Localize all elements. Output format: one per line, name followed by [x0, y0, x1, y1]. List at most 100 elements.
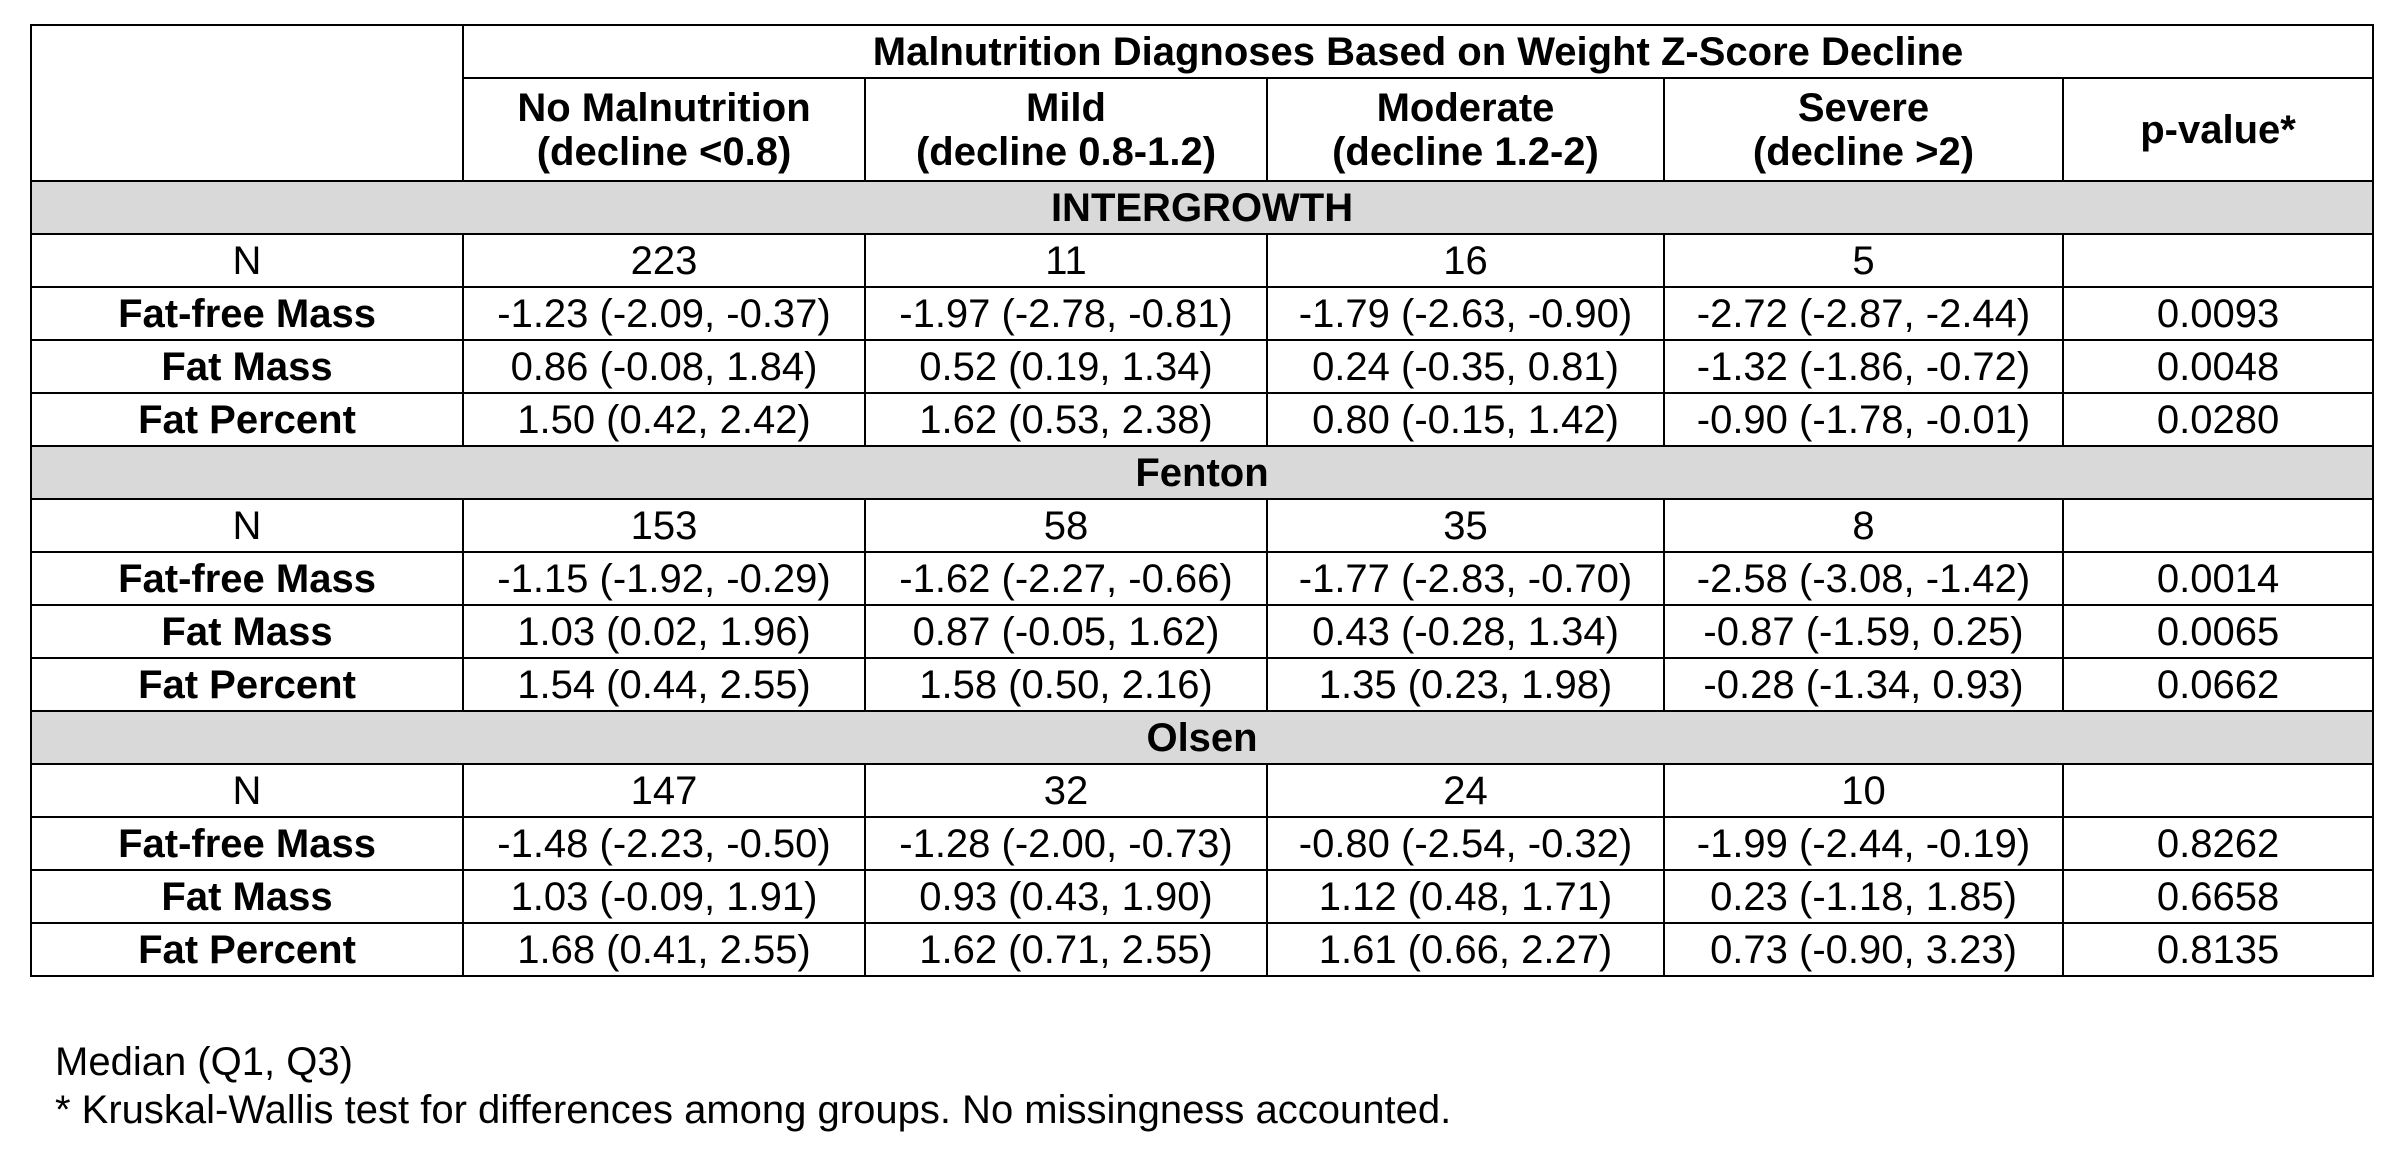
table-row: N 223 11 16 5: [30, 233, 2375, 288]
table-cell: 1.03 (-0.09, 1.91): [462, 869, 866, 924]
table-cell: 1.62 (0.53, 2.38): [864, 392, 1268, 447]
section-header: Fenton: [29, 445, 2375, 500]
table-cell: 1.12 (0.48, 1.71): [1266, 869, 1665, 924]
p-value-cell: 0.8135: [2061, 922, 2375, 977]
table-row: Fat Mass 0.86 (-0.08, 1.84) 0.52 (0.19, 1.…: [30, 339, 2375, 394]
table-row: Fat-free Mass -1.48 (-2.23, -0.50) -1.28 (…: [30, 816, 2375, 871]
section-header: Olsen: [29, 710, 2375, 765]
table-cell: 0.24 (-0.35, 0.81): [1266, 339, 1665, 394]
table-row: Fat-free Mass -1.23 (-2.09, -0.37) -1.97 (…: [30, 286, 2375, 341]
table-cell: 35: [1266, 498, 1665, 553]
table-cell: -2.72 (-2.87, -2.44): [1663, 286, 2064, 341]
row-label: Fat Percent: [30, 922, 464, 977]
section-row-olsen: Olsen: [29, 710, 2375, 765]
p-value-cell: 0.0048: [2061, 339, 2375, 394]
table-cell: 0.23 (-1.18, 1.85): [1663, 869, 2064, 924]
table-cell: 24: [1266, 763, 1665, 818]
table-cell: -1.48 (-2.23, -0.50): [462, 816, 866, 871]
table-cell: -1.23 (-2.09, -0.37): [462, 286, 866, 341]
header-row-columns: No Malnutrition (decline <0.8) Mild (dec…: [31, 77, 2375, 182]
table-cell: 5: [1663, 233, 2064, 288]
table-cell: 1.62 (0.71, 2.55): [864, 922, 1268, 977]
table-cell: -0.90 (-1.78, -0.01): [1663, 392, 2064, 447]
row-label: Fat-free Mass: [30, 551, 464, 606]
row-label: Fat Percent: [30, 657, 464, 712]
table-cell: -1.62 (-2.27, -0.66): [864, 551, 1268, 606]
column-header-no-malnutrition: No Malnutrition (decline <0.8): [462, 77, 866, 182]
column-header-severe: Severe (decline >2): [1663, 77, 2064, 182]
p-value-cell: 0.8262: [2061, 816, 2375, 871]
results-table: Malnutrition Diagnoses Based on Weight Z…: [29, 24, 2375, 977]
section-row-intergrowth: INTERGROWTH: [29, 180, 2375, 235]
table-cell: 1.61 (0.66, 2.27): [1266, 922, 1665, 977]
table-cell: 0.80 (-0.15, 1.42): [1266, 392, 1665, 447]
table-cell: 0.52 (0.19, 1.34): [864, 339, 1268, 394]
column-header-line2: (decline 1.2-2): [1332, 129, 1599, 174]
table-cell: 1.03 (0.02, 1.96): [462, 604, 866, 659]
table-cell: 1.58 (0.50, 2.16): [864, 657, 1268, 712]
table-row: Fat Percent 1.68 (0.41, 2.55) 1.62 (0.71, …: [30, 922, 2375, 977]
row-label: Fat Percent: [30, 392, 464, 447]
table-row: Fat Mass 1.03 (-0.09, 1.91) 0.93 (0.43, 1.…: [30, 869, 2375, 924]
p-value-cell: 0.0065: [2061, 604, 2375, 659]
table-cell: 147: [462, 763, 866, 818]
table-cell: -0.80 (-2.54, -0.32): [1266, 816, 1665, 871]
row-label: Fat Mass: [30, 604, 464, 659]
table-cell: -0.87 (-1.59, 0.25): [1663, 604, 2064, 659]
p-value-cell: [2061, 498, 2375, 553]
section-header: INTERGROWTH: [29, 180, 2375, 235]
row-label: N: [30, 233, 464, 288]
table-cell: -1.77 (-2.83, -0.70): [1266, 551, 1665, 606]
p-value-cell: 0.0093: [2061, 286, 2375, 341]
table-cell: 153: [462, 498, 866, 553]
table-cell: 223: [462, 233, 866, 288]
table-row: Fat Percent 1.54 (0.44, 2.55) 1.58 (0.50, …: [30, 657, 2375, 712]
row-label: Fat-free Mass: [30, 816, 464, 871]
table-cell: 1.35 (0.23, 1.98): [1266, 657, 1665, 712]
table-cell: 11: [864, 233, 1268, 288]
table-cell: -1.28 (-2.00, -0.73): [864, 816, 1268, 871]
table-row: Fat-free Mass -1.15 (-1.92, -0.29) -1.62 (…: [30, 551, 2375, 606]
table-cell: 0.86 (-0.08, 1.84): [462, 339, 866, 394]
row-label: Fat Mass: [30, 339, 464, 394]
table-cell: 0.93 (0.43, 1.90): [864, 869, 1268, 924]
table-row: N 153 58 35 8: [30, 498, 2375, 553]
p-value-cell: [2061, 233, 2375, 288]
table-cell: -1.79 (-2.63, -0.90): [1266, 286, 1665, 341]
column-header-line1: Moderate: [1376, 85, 1555, 130]
p-value-cell: [2061, 763, 2375, 818]
table-cell: -1.15 (-1.92, -0.29): [462, 551, 866, 606]
table-row: N 147 32 24 10: [30, 763, 2375, 818]
column-header-line2: (decline >2): [1752, 129, 1975, 174]
table-cell: 1.68 (0.41, 2.55): [462, 922, 866, 977]
table-cell: -2.58 (-3.08, -1.42): [1663, 551, 2064, 606]
table-cell: -1.97 (-2.78, -0.81): [864, 286, 1268, 341]
p-value-cell: 0.0014: [2061, 551, 2375, 606]
p-value-cell: 0.6658: [2061, 869, 2375, 924]
table-cell: 16: [1266, 233, 1665, 288]
table-cell: -0.28 (-1.34, 0.93): [1663, 657, 2064, 712]
table-cell: 0.73 (-0.90, 3.23): [1663, 922, 2064, 977]
table-cell: -1.32 (-1.86, -0.72): [1663, 339, 2064, 394]
table-cell: 8: [1663, 498, 2064, 553]
note-median: Median (Q1, Q3): [55, 1040, 353, 1084]
table-row: Fat Mass 1.03 (0.02, 1.96) 0.87 (-0.05, 1.…: [30, 604, 2375, 659]
column-header-line1: No Malnutrition: [517, 85, 811, 130]
column-header-line2: (decline 0.8-1.2): [915, 129, 1217, 174]
header-corner-cell: [30, 24, 464, 182]
column-header-line2: (decline <0.8): [536, 129, 792, 174]
table-notes: Median (Q1, Q3) * Kruskal-Wallis test fo…: [55, 1038, 1451, 1134]
section-row-fenton: Fenton: [29, 445, 2375, 500]
spanning-header: Malnutrition Diagnoses Based on Weight Z…: [461, 24, 2375, 79]
table-cell: 0.87 (-0.05, 1.62): [864, 604, 1268, 659]
row-label: Fat-free Mass: [30, 286, 464, 341]
column-header-mild: Mild (decline 0.8-1.2): [864, 77, 1268, 182]
note-footnote: * Kruskal-Wallis test for differences am…: [55, 1088, 1452, 1132]
row-label: Fat Mass: [30, 869, 464, 924]
table-cell: 1.50 (0.42, 2.42): [462, 392, 866, 447]
column-header-moderate: Moderate (decline 1.2-2): [1266, 77, 1665, 182]
p-value-cell: 0.0280: [2061, 392, 2375, 447]
table-cell: 1.54 (0.44, 2.55): [462, 657, 866, 712]
column-header-p-value: p-value*: [2061, 77, 2375, 182]
column-header-line1: Severe: [1797, 85, 1930, 130]
